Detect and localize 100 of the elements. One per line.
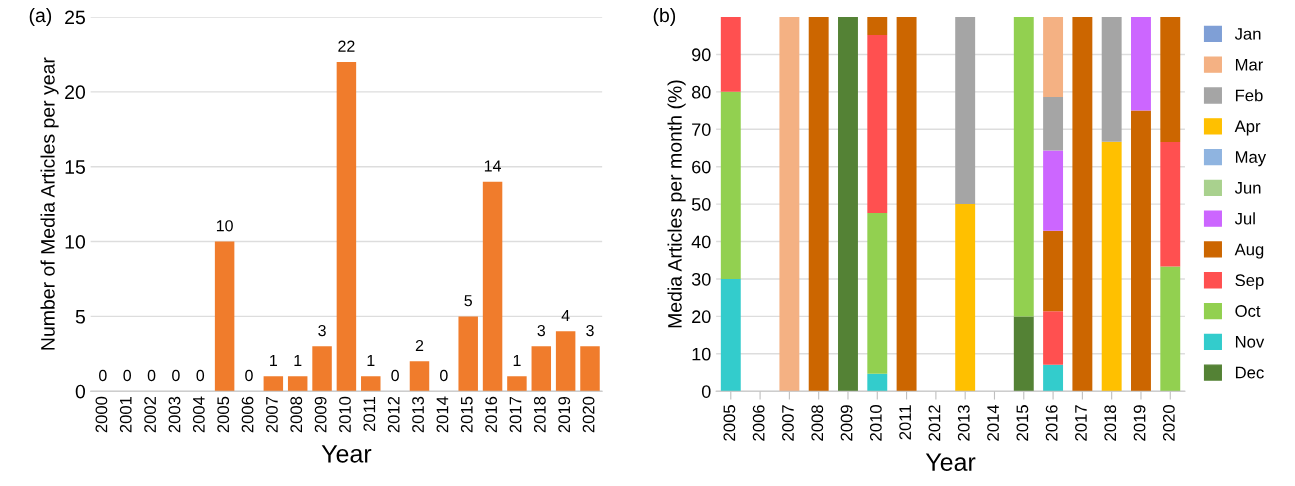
- x-tick-label: 2017: [1075, 405, 1087, 441]
- data-label: 2: [415, 339, 424, 352]
- bar: [482, 181, 503, 392]
- x-axis-title: Year: [925, 453, 976, 471]
- bar: [458, 316, 478, 392]
- data-label: 0: [196, 369, 205, 382]
- bar: [1160, 266, 1181, 392]
- x-tick-label: 2011: [899, 405, 912, 440]
- y-tick-label: 90: [692, 48, 711, 62]
- data-label: 1: [513, 355, 521, 366]
- bar: [1101, 141, 1122, 392]
- bar: [1160, 17, 1181, 142]
- x-tick-label: 2012: [928, 405, 941, 441]
- legend-label: Apr: [1234, 120, 1261, 136]
- y-tick-label: 70: [692, 123, 711, 136]
- x-tick-label: 2007: [266, 396, 278, 433]
- data-label: 1: [270, 355, 277, 366]
- bar: [867, 34, 888, 214]
- y-tick-label: 10: [692, 347, 711, 361]
- text: (b): [653, 7, 676, 27]
- x-tick-label: 2008: [811, 405, 824, 441]
- x-tick-label: 2005: [217, 396, 230, 433]
- bar: [1131, 110, 1151, 392]
- text: (a): [29, 7, 52, 27]
- bar: [555, 331, 576, 392]
- y-tick-label: 20: [692, 310, 711, 324]
- data-label: 0: [123, 369, 131, 382]
- x-tick-label: 2015: [460, 396, 473, 433]
- legend-label: May: [1235, 151, 1267, 167]
- data-label: 1: [294, 355, 302, 366]
- bar: [287, 376, 308, 392]
- bar: [1043, 17, 1064, 98]
- bar: [1013, 316, 1034, 392]
- bar: [336, 61, 357, 392]
- x-tick-label: 2009: [840, 405, 853, 441]
- bar: [896, 17, 917, 392]
- x-tick-label: 2015: [1016, 405, 1029, 441]
- bar: [312, 346, 332, 392]
- data-label: 0: [99, 369, 107, 382]
- legend-label: Dec: [1235, 366, 1264, 379]
- bar: [1131, 17, 1151, 111]
- bar: [867, 373, 888, 392]
- x-tick-label: 2008: [290, 396, 303, 433]
- bar: [1043, 364, 1064, 392]
- data-label: 0: [391, 369, 399, 382]
- data-label: 4: [561, 310, 570, 322]
- bar: [867, 17, 888, 35]
- legend-label: Nov: [1235, 336, 1265, 348]
- bar: [1101, 17, 1122, 142]
- legend-label: Jan: [1234, 28, 1261, 40]
- data-label: 0: [147, 369, 156, 382]
- x-tick-label: 2006: [752, 405, 765, 441]
- x-tick-label: 2016: [1045, 405, 1058, 441]
- bar: [808, 17, 829, 392]
- x-tick-label: 2019: [558, 396, 571, 433]
- x-tick-label: 2016: [485, 396, 498, 433]
- bar: [1043, 97, 1064, 151]
- bar: [580, 346, 600, 392]
- data-label: 5: [464, 295, 472, 307]
- bar: [409, 361, 430, 392]
- x-tick-label: 2011: [363, 396, 376, 432]
- data-label: 10: [216, 220, 233, 232]
- y-tick-label: 15: [65, 160, 85, 174]
- bar: [867, 213, 888, 374]
- bar: [838, 17, 858, 392]
- legend-label: Sep: [1235, 274, 1264, 290]
- bar: [507, 376, 527, 392]
- x-tick-label: 2003: [168, 396, 181, 433]
- legend-label: Oct: [1235, 305, 1261, 317]
- x-tick-label: 2004: [192, 396, 205, 433]
- bar: [1043, 311, 1064, 365]
- data-label: 0: [440, 369, 448, 382]
- x-tick-label: 2020: [1162, 405, 1175, 441]
- x-tick-label: 2017: [509, 396, 522, 433]
- x-tick-label: 2019: [1133, 405, 1146, 441]
- y-tick-label: 25: [65, 10, 85, 25]
- x-tick-label: 2013: [412, 396, 424, 433]
- x-tick-label: 2006: [241, 396, 254, 433]
- x-tick-label: 2018: [533, 396, 546, 433]
- data-label: 0: [245, 369, 253, 382]
- bar: [531, 346, 552, 392]
- data-label: 22: [338, 40, 355, 52]
- x-axis-title: Year: [321, 445, 372, 463]
- x-tick-label: 2014: [436, 396, 449, 433]
- y-tick-label: 10: [65, 235, 86, 249]
- legend-label: Jul: [1234, 212, 1255, 225]
- y-tick-label: 20: [65, 85, 86, 100]
- x-tick-label: 2020: [582, 396, 595, 433]
- bar: [720, 278, 741, 392]
- data-label: 1: [367, 355, 375, 366]
- bar: [263, 376, 284, 392]
- x-tick-label: 2001: [119, 396, 132, 433]
- bar: [361, 376, 381, 392]
- y-tick-label: 40: [691, 235, 711, 249]
- x-tick-label: 2002: [144, 396, 157, 433]
- bar: [214, 241, 235, 392]
- legend-label: Mar: [1235, 58, 1264, 71]
- x-tick-label: 2009: [314, 396, 327, 433]
- data-label: 3: [318, 324, 326, 337]
- legend-label: Aug: [1234, 243, 1264, 259]
